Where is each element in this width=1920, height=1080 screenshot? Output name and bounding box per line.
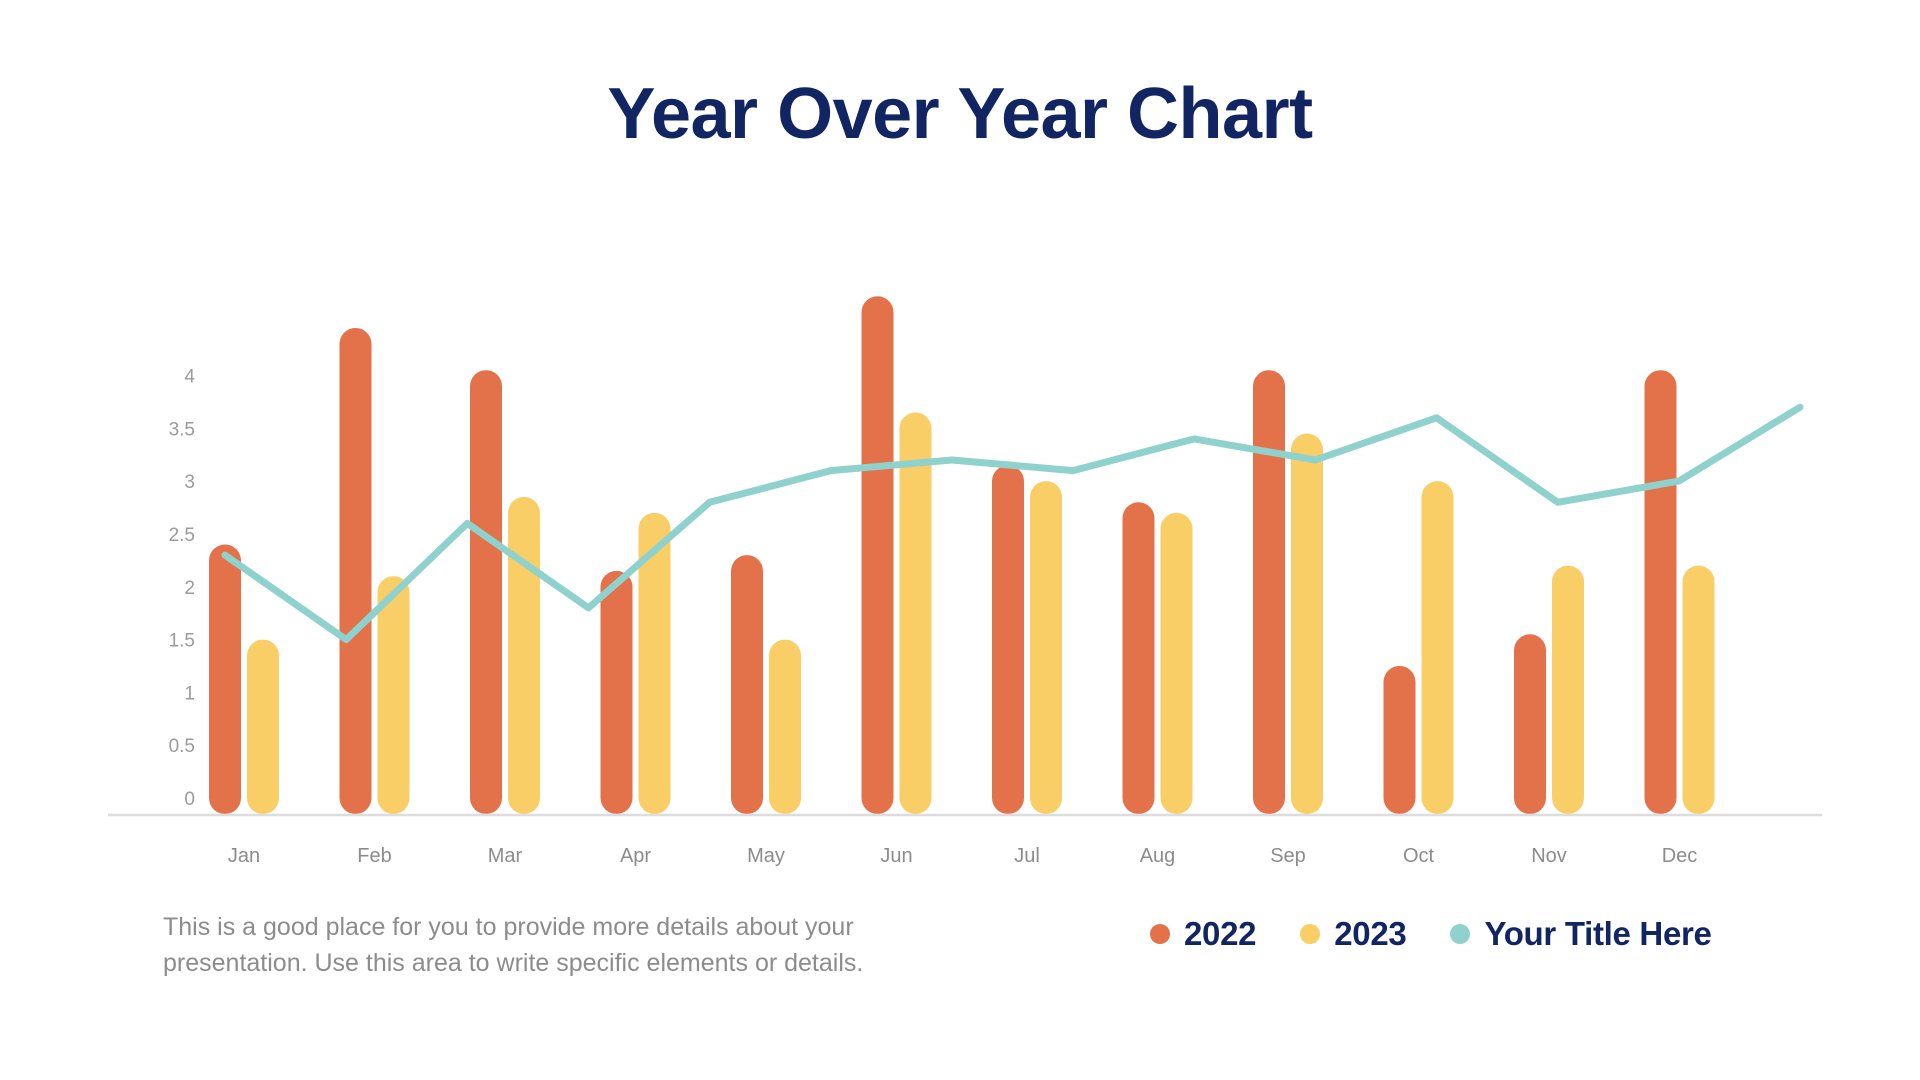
legend-dot-icon-2023 (1300, 924, 1321, 944)
y-axis-tick-label: 1 (184, 683, 195, 704)
bar-2023-Mar (508, 496, 540, 814)
bar-2023-Aug (1160, 512, 1193, 814)
x-axis-tick-label-aug: Aug (1140, 845, 1176, 867)
trend-line-path (221, 403, 1804, 644)
x-axis-tick-label-feb: Feb (357, 845, 391, 867)
bar-2022-Dec (1644, 370, 1677, 814)
x-axis-tick-label-apr: Apr (620, 845, 651, 867)
bar-2022-Jan (209, 544, 241, 814)
bar-2022-Nov (1514, 634, 1546, 814)
y-axis-tick-label: 2 (184, 578, 195, 599)
x-axis-tick-label-mar: Mar (488, 845, 523, 867)
page-title: Year Over Year Chart (607, 74, 1313, 154)
legend-item-2022[interactable]: 2022 (1150, 915, 1257, 953)
legend-label-your-title-here: Your Title Here (1484, 915, 1712, 952)
x-axis-tick-label-sep: Sep (1270, 845, 1306, 867)
bar-2023-Feb (377, 576, 410, 814)
bar-2022-Jun (861, 296, 894, 814)
legend-item-2023[interactable]: 2023 (1300, 915, 1407, 953)
bar-series-2022 (209, 296, 1677, 814)
y-axis-tick-label: 0 (184, 789, 195, 810)
bar-2022-Aug (1122, 502, 1155, 814)
x-axis-tick-label-dec: Dec (1662, 845, 1698, 867)
description-line-2: presentation. Use this area to write spe… (163, 948, 864, 977)
x-axis-tick-label-oct: Oct (1403, 845, 1435, 867)
bar-2023-Nov (1552, 565, 1584, 814)
bar-2023-May (769, 639, 801, 814)
y-axis-tick-labels: 0 0.5 1 1.5 2 2.5 3 3.5 4 (169, 367, 196, 811)
bar-2023-Dec (1682, 565, 1715, 814)
chart-legend: 2022 2023 Your Title Here (1150, 915, 1712, 953)
legend-label-2022: 2022 (1184, 915, 1257, 952)
bar-2022-May (731, 555, 763, 814)
bar-2022-Oct (1383, 665, 1416, 814)
x-axis-tick-labels: Jan Feb Mar Apr May Jun Jul Aug Sep Oct Nov Dec (228, 845, 1697, 867)
y-axis-tick-label: 0.5 (169, 736, 195, 757)
y-axis-tick-label: 4 (184, 367, 195, 388)
bar-2023-Apr (638, 512, 671, 814)
bar-2023-Jun (899, 412, 932, 814)
bar-series-2023 (247, 412, 1715, 814)
description-line-1: This is a good place for you to provide … (163, 913, 854, 941)
y-axis-tick-label: 3.5 (169, 419, 195, 440)
bar-2022-Mar (470, 370, 502, 814)
x-axis-tick-label-may: May (747, 845, 785, 867)
y-axis-tick-label: 3 (184, 472, 195, 493)
x-axis-tick-label-jan: Jan (228, 845, 260, 867)
x-axis-tick-label-nov: Nov (1531, 845, 1567, 867)
legend-label-2023: 2023 (1334, 915, 1407, 952)
y-axis-tick-label: 1.5 (169, 631, 195, 652)
bar-2023-Sep (1291, 433, 1323, 814)
bar-2022-Sep (1253, 370, 1285, 814)
line-series-your-title-here (221, 403, 1804, 644)
y-axis-tick-label: 2.5 (169, 525, 195, 546)
bar-2023-Oct (1421, 481, 1454, 814)
bar-2022-Feb (339, 327, 372, 814)
bar-2022-Jul (992, 465, 1024, 814)
x-axis-tick-label-jul: Jul (1014, 845, 1040, 867)
description-text: This is a good place for you to provide … (163, 910, 923, 981)
x-axis-tick-label-jun: Jun (880, 845, 912, 867)
bar-2022-Apr (600, 570, 633, 814)
legend-dot-icon-2022 (1150, 924, 1170, 944)
bar-2023-Jan (247, 639, 279, 814)
legend-dot-icon-your-title-here (1450, 924, 1471, 944)
bar-2023-Jul (1030, 481, 1062, 814)
legend-item-your-title-here[interactable]: Your Title Here (1450, 915, 1712, 953)
